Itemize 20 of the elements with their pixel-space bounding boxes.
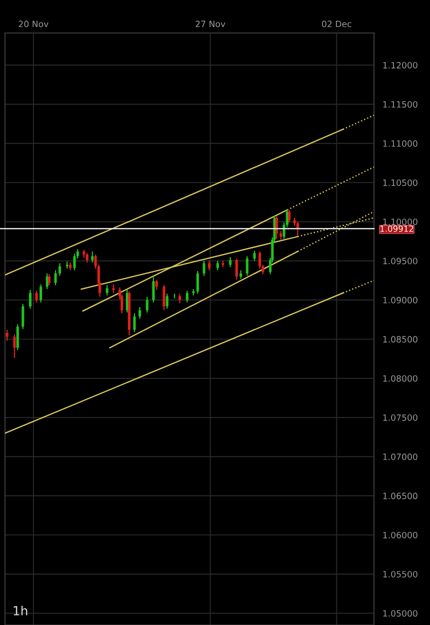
y-tick-label: 1.09000 xyxy=(383,296,418,304)
y-tick-label: 1.10000 xyxy=(383,218,418,226)
y-tick-label: 1.08000 xyxy=(383,375,418,382)
x-tick-label: 02 Dec xyxy=(322,20,352,28)
y-tick-label: 1.05500 xyxy=(383,570,418,578)
y-tick-label: 1.06000 xyxy=(383,532,418,538)
ref-line-label: 1.09912 xyxy=(380,226,414,232)
x-tick-label: 20 Nov xyxy=(18,20,48,28)
y-tick-label: 1.06500 xyxy=(383,492,418,500)
y-tick-label: 1.10500 xyxy=(383,179,418,186)
y-tick-label: 1.07000 xyxy=(383,454,418,460)
y-tick-label: 1.07500 xyxy=(383,414,418,421)
x-tick-label: 27 Nov xyxy=(196,20,226,28)
y-tick-label: 1.12000 xyxy=(383,62,418,68)
y-tick-label: 1.09500 xyxy=(383,258,418,264)
y-tick-label: 1.08500 xyxy=(383,336,418,343)
y-tick-label: 1.11000 xyxy=(383,140,418,147)
annotation: 1h xyxy=(14,606,28,616)
y-tick-label: 1.05000 xyxy=(383,610,418,617)
y-tick-label: 1.11500 xyxy=(383,101,418,108)
